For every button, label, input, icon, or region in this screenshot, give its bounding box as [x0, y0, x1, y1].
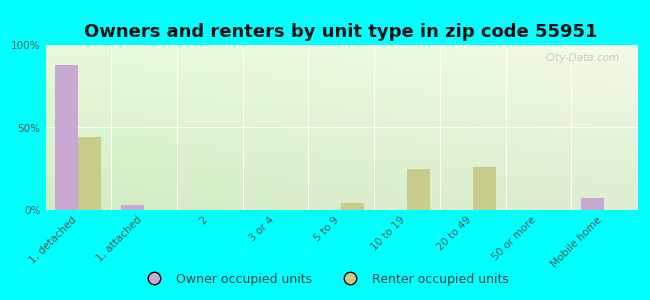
- Bar: [581, 199, 604, 210]
- Bar: [55, 65, 79, 210]
- Bar: [121, 205, 144, 210]
- Bar: [341, 203, 364, 210]
- Bar: [407, 169, 430, 210]
- Legend: Owner occupied units, Renter occupied units: Owner occupied units, Renter occupied un…: [136, 268, 514, 291]
- Bar: [79, 137, 101, 210]
- Title: Owners and renters by unit type in zip code 55951: Owners and renters by unit type in zip c…: [84, 23, 598, 41]
- Bar: [473, 167, 496, 210]
- Text: City-Data.com: City-Data.com: [545, 53, 619, 63]
